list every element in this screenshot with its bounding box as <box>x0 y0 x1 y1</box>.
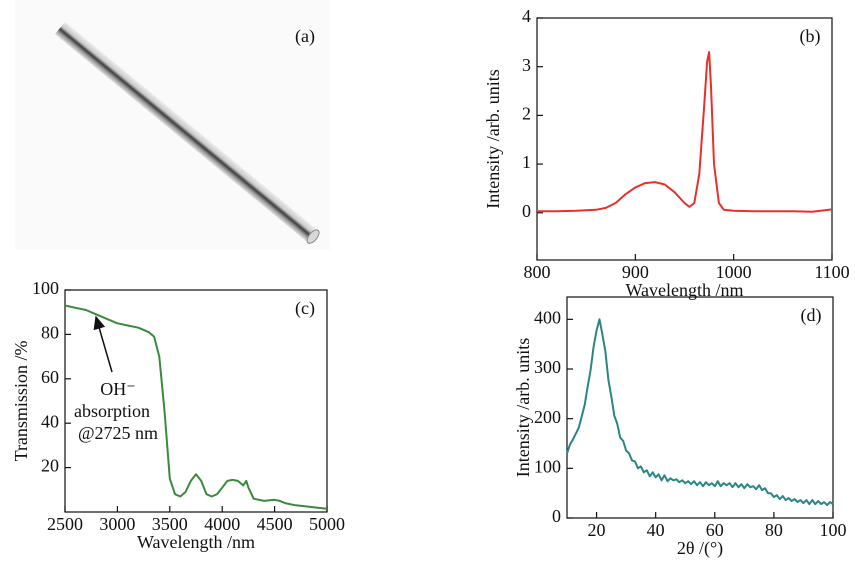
x-tick-label: 800 <box>524 262 551 282</box>
x-axis-label: Wavelength /nm <box>137 532 255 552</box>
annotation: OH⁻ absorption @2725 nm <box>74 315 158 443</box>
y-axis-label: Intensity /arb. units <box>513 338 533 477</box>
x-tick-label: 3000 <box>99 514 135 534</box>
y-axis-label: Intensity /arb. units <box>483 69 503 208</box>
x-tick-label: 4000 <box>204 514 240 534</box>
y-tick-label: 1 <box>522 152 531 172</box>
x-tick-label: 3500 <box>152 514 188 534</box>
y-tick-label: 100 <box>32 278 59 298</box>
y-tick-label: 60 <box>41 367 59 387</box>
y-axis-label: Transmission /% <box>11 341 31 462</box>
panel-label: (d) <box>801 305 822 326</box>
y-tick-label: 0 <box>552 506 561 526</box>
plot-frame <box>566 296 834 519</box>
x-tick-label: 40 <box>647 520 665 540</box>
x-tick-label: 20 <box>588 520 606 540</box>
panel-label: (c) <box>295 298 315 319</box>
panel-label: (b) <box>800 26 821 47</box>
y-tick-label: 80 <box>41 323 59 343</box>
annotation-text: @2725 nm <box>78 423 158 443</box>
data-line <box>537 51 833 213</box>
plot-frame <box>64 289 328 513</box>
y-tick-label: 0 <box>522 201 531 221</box>
annotation-text: absorption <box>74 401 150 421</box>
y-tick-label: 300 <box>534 357 561 377</box>
rod-photo <box>15 0 330 250</box>
x-tick-label: 60 <box>706 520 724 540</box>
x-tick-label: 100 <box>820 520 847 540</box>
x-tick-label: 80 <box>765 520 783 540</box>
y-tick-label: 4 <box>522 6 531 26</box>
annotation-text: OH⁻ <box>100 379 136 399</box>
y-tick-label: 40 <box>41 411 59 431</box>
y-tick-label: 400 <box>534 307 561 327</box>
x-tick-label: 4500 <box>257 514 293 534</box>
y-tick-label: 2 <box>522 104 531 124</box>
y-tick-label: 100 <box>534 456 561 476</box>
y-tick-label: 200 <box>534 407 561 427</box>
x-tick-label: 900 <box>622 262 649 282</box>
x-tick-label: 1100 <box>814 262 849 282</box>
y-tick-label: 20 <box>41 456 59 476</box>
x-tick-label: 5000 <box>309 514 345 534</box>
x-tick-label: 2500 <box>47 514 83 534</box>
y-tick-label: 3 <box>522 55 531 75</box>
plot-frame <box>536 17 833 261</box>
x-axis-label: 2θ /(°) <box>677 538 723 559</box>
data-line <box>566 318 834 507</box>
x-tick-label: 1000 <box>716 262 752 282</box>
data-line <box>64 304 328 510</box>
panel-label: (a) <box>295 26 315 47</box>
x-axis-label: Wavelength /nm <box>625 280 743 300</box>
